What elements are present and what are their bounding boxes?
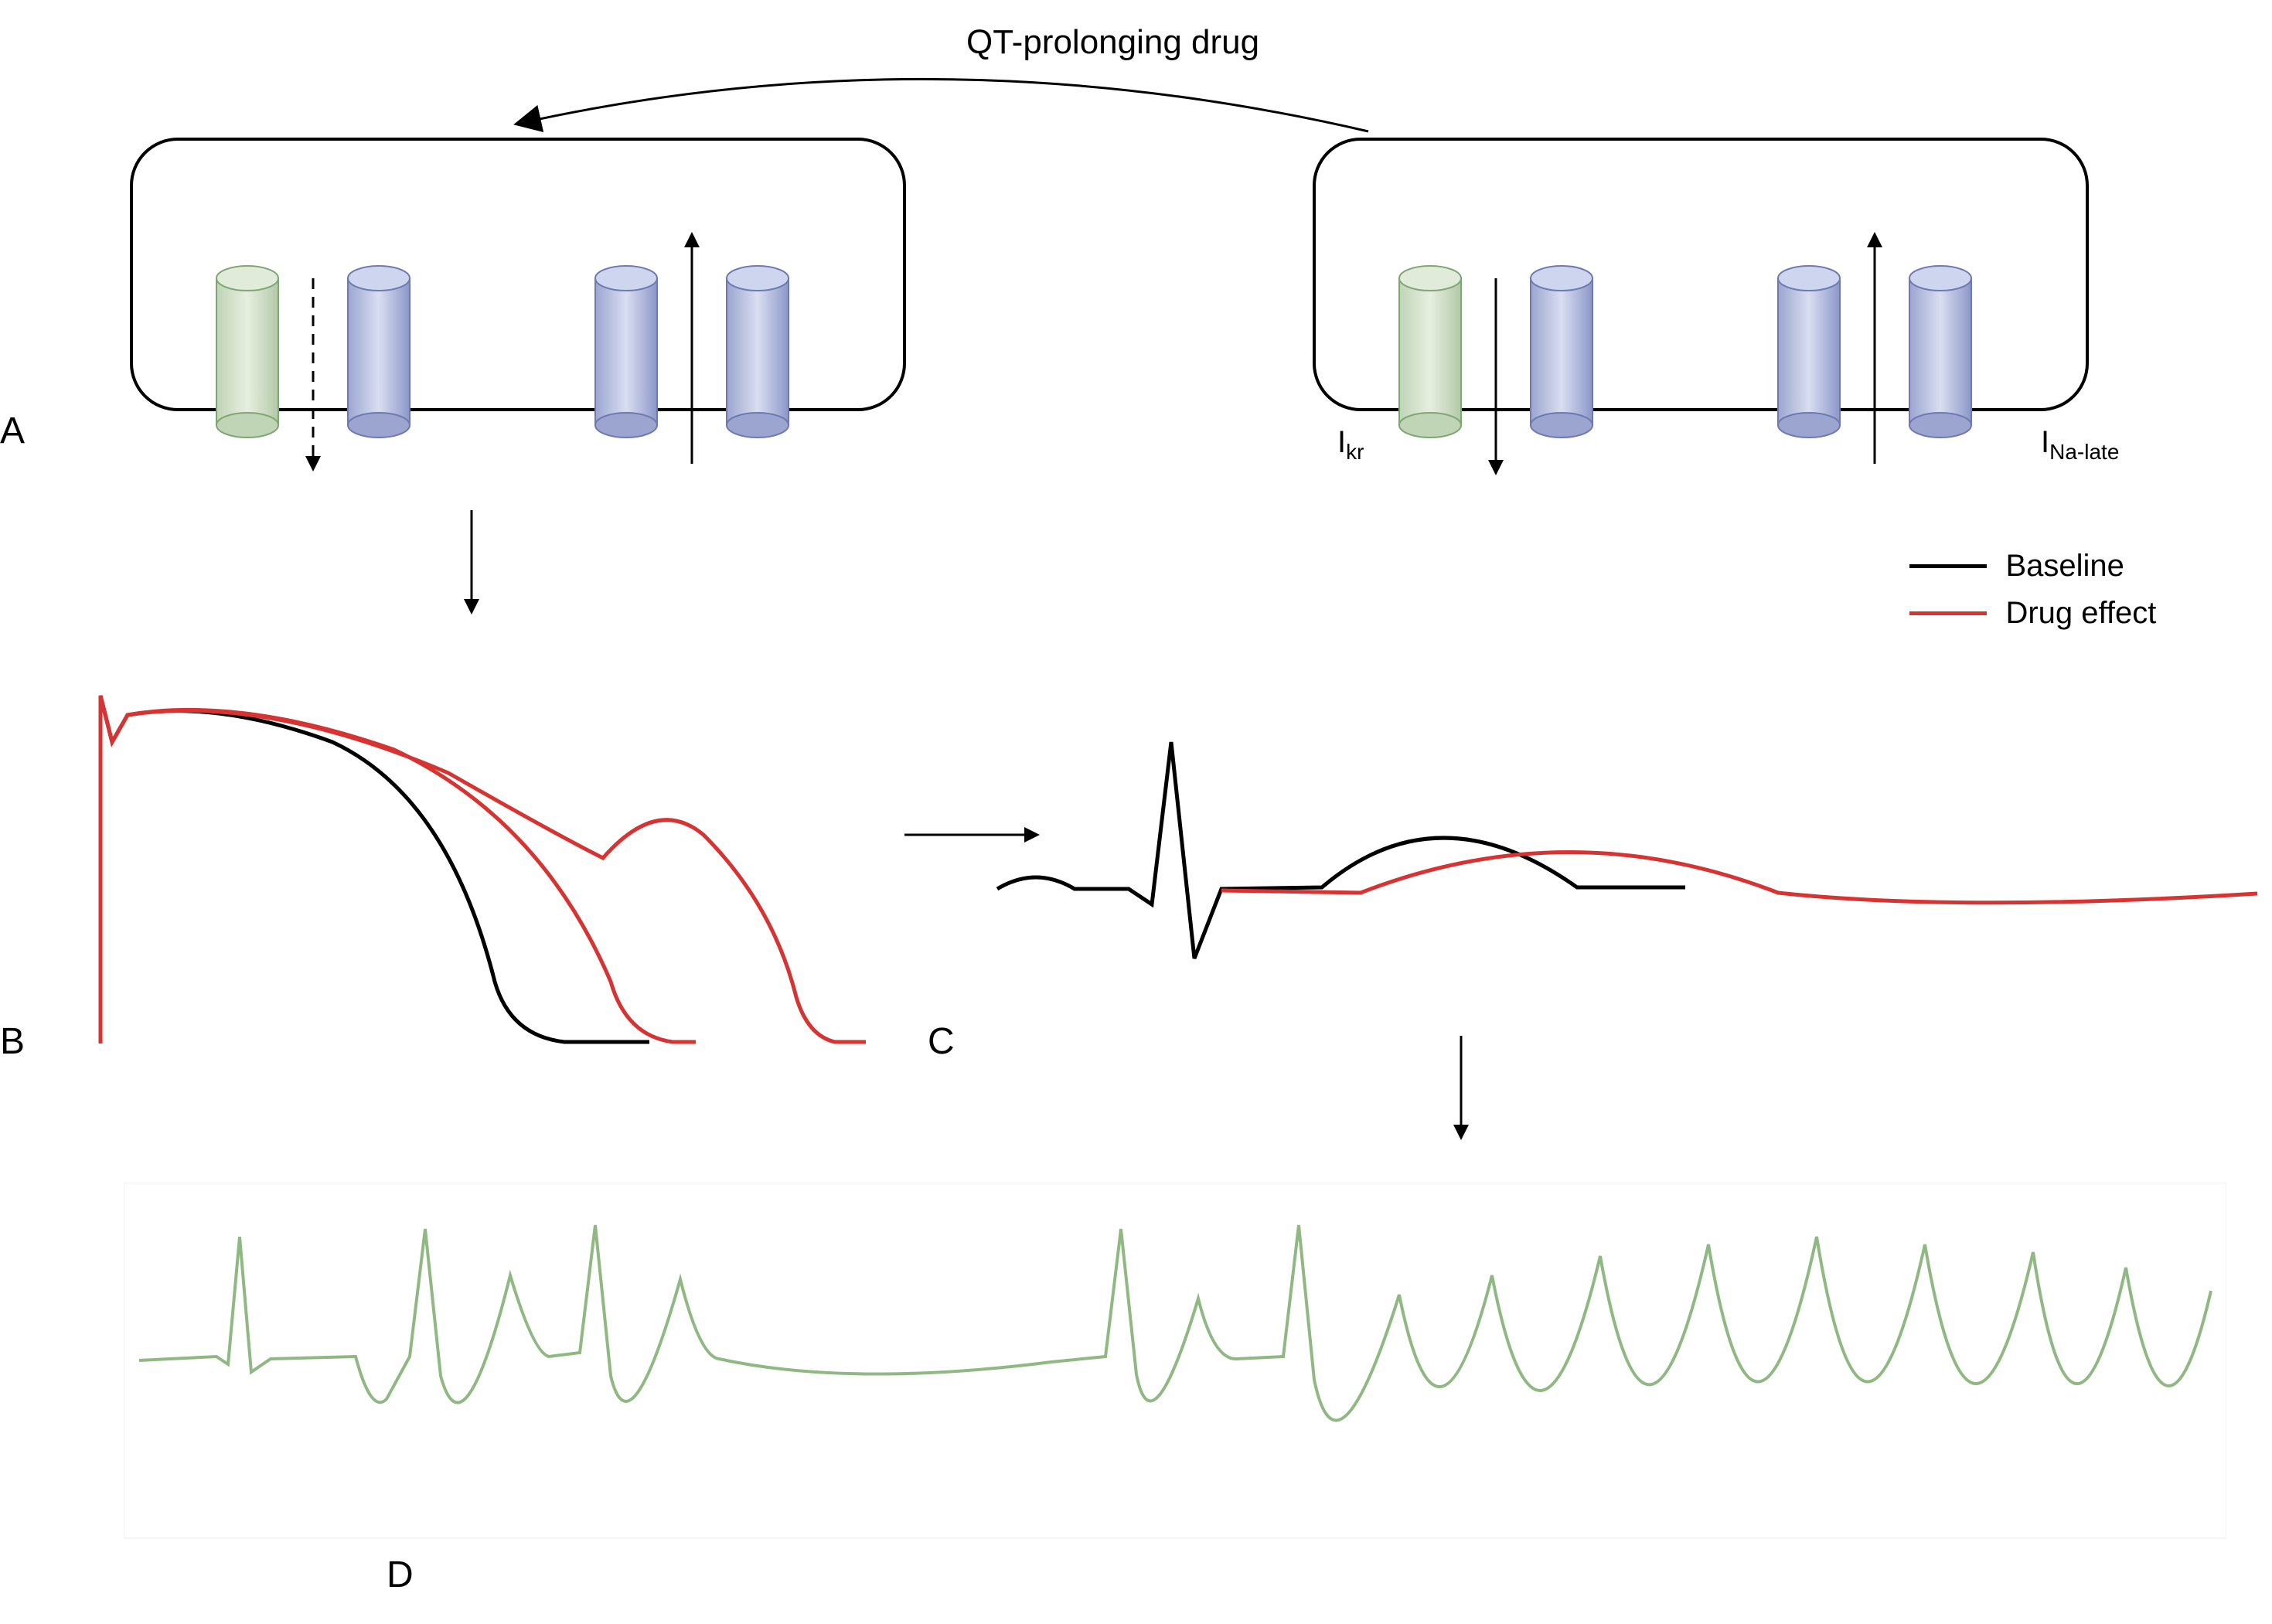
cell-left — [116, 124, 928, 487]
panel-label-b: B — [0, 1020, 25, 1063]
ikr-channel-left-blue — [348, 266, 410, 437]
action-potential-plot — [62, 642, 912, 1074]
ikr-channel-right-green — [1399, 266, 1461, 437]
legend-baseline: Baseline — [1909, 549, 2156, 584]
ikr-label: Ikr — [1337, 425, 1364, 465]
arrow-c-to-d — [1446, 1028, 1477, 1152]
na-channel-right-1 — [1778, 266, 1840, 437]
legend: Baseline Drug effect — [1909, 549, 2156, 631]
arrow-a-to-b — [456, 502, 487, 626]
na-channel-left-2 — [727, 266, 789, 437]
ikr-channel-right-blue — [1531, 266, 1592, 437]
panel-label-c: C — [928, 1020, 955, 1063]
panel-label-a: A — [0, 410, 25, 452]
na-channel-left-1 — [595, 266, 657, 437]
ecg-plot — [990, 711, 2265, 1067]
panel-label-d: D — [387, 1554, 414, 1596]
torsade-rhythm — [124, 1183, 2226, 1546]
ikr-channel-left-green — [216, 266, 278, 437]
cell-right — [1299, 124, 2110, 487]
na-channel-right-2 — [1909, 266, 1971, 437]
ina-late-label: INa-late — [2041, 425, 2119, 465]
legend-drug: Drug effect — [1909, 596, 2156, 631]
